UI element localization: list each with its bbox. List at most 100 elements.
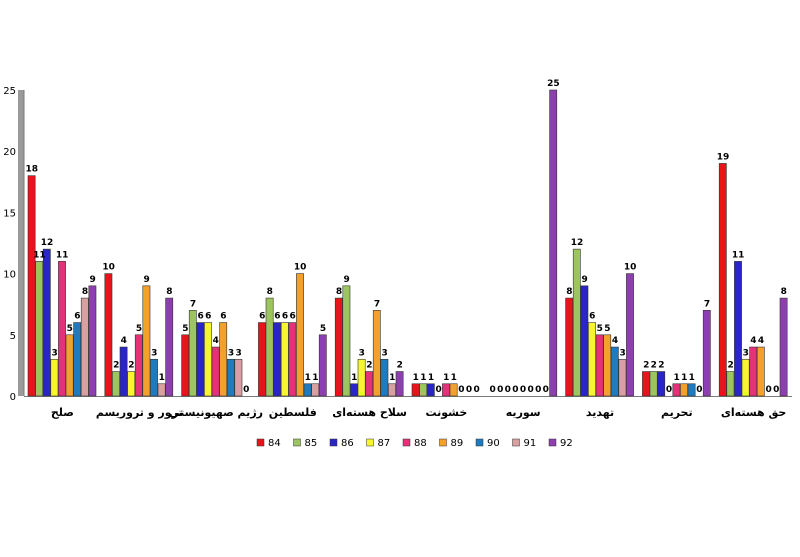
bars-group bbox=[27, 89, 788, 397]
bar bbox=[672, 383, 681, 397]
data-label: 11 bbox=[732, 250, 745, 260]
data-label: 8 bbox=[336, 287, 342, 297]
bar bbox=[211, 346, 220, 397]
bar bbox=[119, 346, 128, 397]
data-label: 1 bbox=[413, 373, 419, 383]
data-label: 5 bbox=[597, 324, 603, 334]
data-label: 0 bbox=[520, 385, 526, 395]
bar bbox=[565, 297, 574, 397]
data-label: 0 bbox=[666, 385, 672, 395]
bar bbox=[42, 248, 51, 397]
data-label: 19 bbox=[717, 152, 730, 162]
legend-label: 87 bbox=[378, 438, 391, 449]
bar bbox=[388, 383, 396, 397]
bar bbox=[342, 285, 351, 397]
bar bbox=[603, 334, 612, 397]
data-label: 18 bbox=[26, 165, 39, 175]
category-label: حق هسته‌ای bbox=[721, 406, 787, 419]
legend-label: 84 bbox=[268, 438, 281, 449]
data-label: 3 bbox=[381, 348, 387, 358]
bar bbox=[80, 297, 89, 397]
legend-label: 89 bbox=[451, 438, 464, 449]
data-label: 0 bbox=[505, 385, 511, 395]
data-label: 0 bbox=[773, 385, 779, 395]
data-label: 2 bbox=[651, 361, 657, 371]
bar bbox=[303, 383, 312, 397]
legend-label: 92 bbox=[560, 438, 573, 449]
data-label: 0 bbox=[473, 385, 479, 395]
data-label: 6 bbox=[259, 312, 265, 322]
bar bbox=[142, 285, 151, 397]
legend: 84 85 86 87 88 89 90 91 92 bbox=[256, 438, 573, 449]
legend-label: 88 bbox=[414, 438, 427, 449]
data-label: 0 bbox=[535, 385, 541, 395]
bar bbox=[204, 322, 212, 397]
data-label: 2 bbox=[128, 361, 134, 371]
data-label: 10 bbox=[624, 263, 637, 273]
bar bbox=[165, 297, 174, 397]
category-label: تهدید bbox=[586, 406, 614, 419]
y-tick-label: 25 bbox=[3, 86, 16, 97]
bar bbox=[288, 322, 297, 397]
data-label: 3 bbox=[619, 348, 625, 358]
data-label: 1 bbox=[443, 373, 449, 383]
bar bbox=[756, 346, 765, 397]
bar bbox=[372, 310, 381, 397]
data-label: 7 bbox=[190, 299, 196, 309]
bar bbox=[265, 297, 274, 397]
data-label: 6 bbox=[589, 312, 595, 322]
legend-label: 86 bbox=[341, 438, 354, 449]
bar bbox=[419, 383, 428, 397]
legend-swatch bbox=[439, 438, 447, 447]
bar bbox=[181, 334, 190, 397]
bar bbox=[580, 285, 589, 397]
bar bbox=[219, 322, 228, 397]
bar bbox=[88, 285, 97, 397]
bar bbox=[449, 383, 458, 397]
data-label: 4 bbox=[121, 336, 127, 346]
data-label: 1 bbox=[420, 373, 426, 383]
legend-swatch bbox=[366, 438, 374, 447]
data-label: 4 bbox=[758, 336, 764, 346]
bar bbox=[157, 383, 166, 397]
bar bbox=[595, 334, 604, 397]
bar bbox=[549, 89, 558, 397]
y-tick-label: 5 bbox=[10, 331, 16, 342]
data-label: 2 bbox=[727, 361, 733, 371]
data-label: 1 bbox=[428, 373, 434, 383]
data-label: 7 bbox=[704, 299, 710, 309]
bar bbox=[395, 371, 404, 397]
data-label: 8 bbox=[781, 287, 787, 297]
legend-swatch bbox=[329, 438, 338, 447]
bar bbox=[27, 175, 36, 397]
bar bbox=[58, 261, 66, 397]
bar bbox=[258, 322, 266, 397]
legend-swatch bbox=[293, 438, 301, 447]
data-label: 5 bbox=[604, 324, 610, 334]
data-label: 3 bbox=[151, 348, 157, 358]
data-label: 0 bbox=[243, 385, 249, 395]
data-label: 9 bbox=[581, 275, 587, 285]
data-label: 0 bbox=[543, 385, 549, 395]
category-label: ترور و تروریسم bbox=[96, 406, 183, 419]
data-label: 0 bbox=[489, 385, 495, 395]
bar bbox=[127, 371, 136, 397]
bar bbox=[311, 383, 320, 397]
data-label: 3 bbox=[235, 348, 241, 358]
data-label: 1 bbox=[673, 373, 679, 383]
y-tick-label: 20 bbox=[3, 147, 16, 158]
data-label: 8 bbox=[267, 287, 273, 297]
data-label: 6 bbox=[220, 312, 226, 322]
data-label: 2 bbox=[366, 361, 372, 371]
data-label: 0 bbox=[527, 385, 533, 395]
bar bbox=[726, 371, 735, 397]
bar bbox=[296, 273, 304, 397]
data-label: 10 bbox=[294, 263, 307, 273]
data-label: 6 bbox=[197, 312, 203, 322]
legend-label: 85 bbox=[305, 438, 318, 449]
data-label: 8 bbox=[82, 287, 88, 297]
bar bbox=[226, 358, 235, 397]
bar bbox=[150, 358, 158, 397]
data-label: 0 bbox=[497, 385, 503, 395]
